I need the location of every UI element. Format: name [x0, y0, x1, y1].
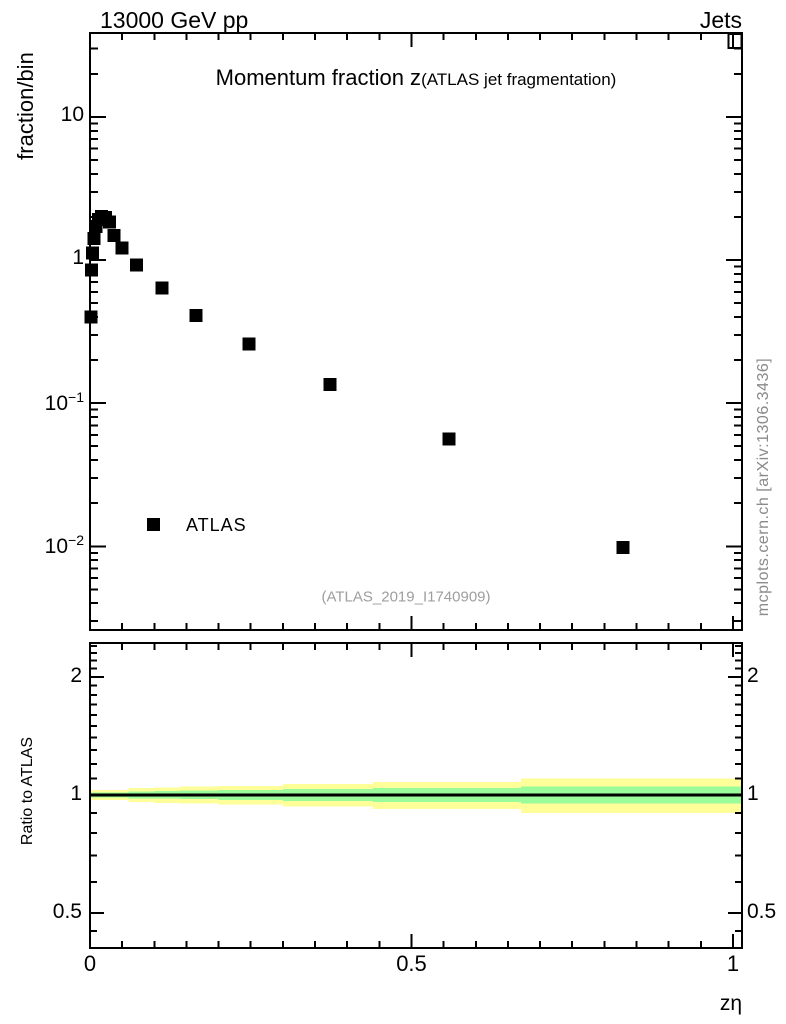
ratio-tick-label-right: 2 — [747, 663, 759, 687]
data-point-marker — [84, 310, 98, 324]
data-point-marker — [323, 378, 337, 392]
data-point-marker — [85, 263, 99, 277]
data-point-marker — [87, 231, 101, 245]
y-axis-tick-label: 10 — [60, 102, 84, 126]
y-axis-tick-label: 10−1 — [44, 389, 84, 416]
ratio-tick-label-left: 1 — [70, 781, 82, 805]
plot-title-suffix: (ATLAS jet fragmentation) — [421, 70, 617, 89]
corner-box-artifact — [727, 33, 743, 49]
data-point-marker — [189, 308, 203, 322]
beam-energy-label: 13000 GeV pp — [100, 7, 249, 33]
legend-label-atlas: ATLAS — [186, 515, 247, 535]
x-axis-tick-label: 1 — [726, 951, 740, 976]
y-axis-tick-label: 10−2 — [44, 532, 84, 559]
plot-title: Momentum fraction z(ATLAS jet fragmentat… — [90, 65, 742, 91]
ratio-tick-label-right: 1 — [747, 781, 759, 805]
analysis-id-watermark: (ATLAS_2019_I1740909) — [321, 588, 491, 606]
mcplots-arxiv-note: mcplots.cern.ch [arXiv:1306.3436] — [755, 357, 772, 617]
y-axis-title-main: fraction/bin — [13, 52, 38, 160]
ratio-tick-label-left: 0.5 — [52, 899, 82, 923]
data-point-marker — [115, 241, 129, 255]
data-point-marker — [107, 229, 121, 243]
data-points-atlas — [84, 209, 630, 555]
data-point-marker — [242, 337, 256, 351]
y-axis-tick-label: 1 — [72, 246, 84, 270]
x-axis-tick-label: 0 — [83, 951, 97, 976]
data-point-marker — [129, 258, 143, 272]
data-point-marker — [442, 432, 456, 446]
data-point-marker — [155, 281, 169, 295]
plot-title-main: Momentum fraction z — [215, 65, 422, 90]
data-point-marker — [616, 541, 630, 555]
ratio-tick-label-left: 2 — [70, 663, 82, 687]
x-axis-title: zη — [719, 992, 742, 1015]
axis-ticks — [89, 33, 742, 948]
y-axis-title-ratio: Ratio to ATLAS — [19, 736, 36, 846]
data-point-marker — [102, 215, 116, 229]
data-point-marker — [86, 246, 100, 260]
x-axis-tick-label: 0.5 — [396, 951, 427, 976]
legend-marker-atlas — [147, 518, 160, 531]
ratio-tick-label-right: 0.5 — [747, 899, 777, 923]
analysis-group-label: Jets — [699, 7, 742, 33]
